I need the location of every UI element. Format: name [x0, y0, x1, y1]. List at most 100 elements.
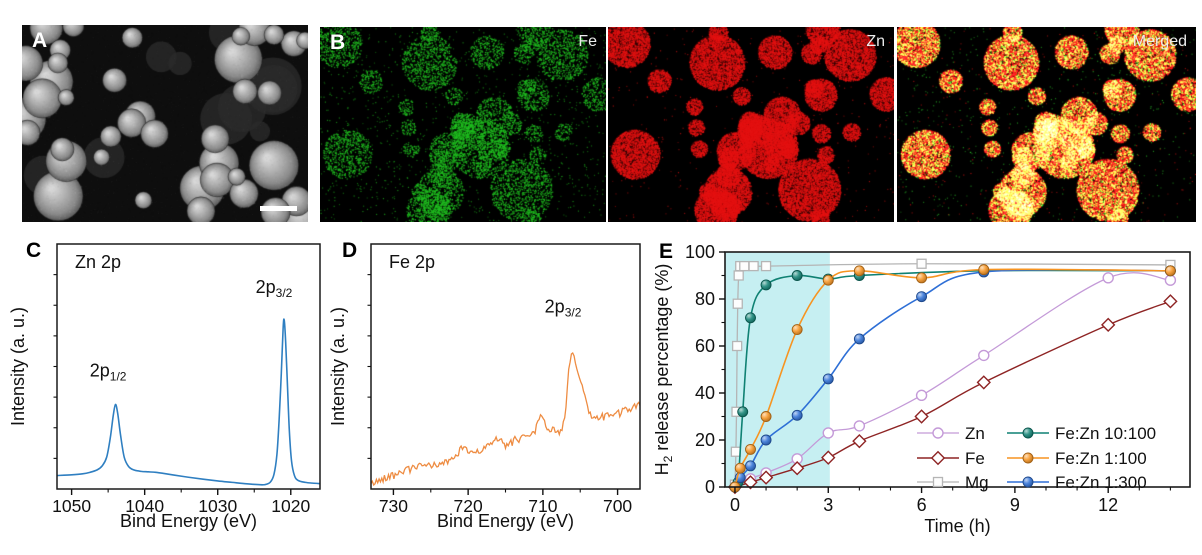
y-tick-label: 100 [685, 242, 715, 262]
shaded-region [725, 252, 830, 487]
x-tick-label: 12 [1098, 495, 1118, 515]
data-point [748, 260, 759, 272]
data-point [978, 264, 990, 276]
data-point [852, 433, 867, 449]
data-point [1101, 317, 1116, 333]
x-tick-label: 700 [603, 496, 632, 516]
sem-image [22, 25, 308, 222]
data-point [789, 461, 805, 476]
data-point [916, 258, 927, 269]
x-tick-label: 710 [528, 496, 557, 516]
data-point [978, 349, 990, 362]
spectrum-title: Fe 2p [389, 252, 435, 272]
data-point [976, 375, 991, 390]
data-point [745, 312, 756, 324]
x-tick-label: 0 [730, 495, 740, 515]
eds-panel-merged: Merged [897, 27, 1196, 222]
data-point [1022, 476, 1034, 488]
data-point [739, 260, 750, 272]
data-point [915, 389, 928, 402]
panel-label-e: E [659, 240, 674, 263]
map-label-zn: Zn [866, 33, 885, 50]
data-point [853, 333, 865, 345]
panel-label-d: D [342, 239, 358, 262]
y-axis-label: H2 release percentage (%) [655, 264, 675, 476]
data-point [1164, 265, 1176, 277]
x-tick-label: 6 [917, 495, 927, 515]
x-axis-label: Bind Energy (eV) [120, 511, 257, 531]
x-tick-label: 720 [454, 496, 483, 516]
data-point [853, 420, 866, 432]
data-point [916, 272, 928, 284]
legend-label: Fe [965, 449, 985, 468]
eds-map-fe [320, 27, 606, 222]
data-point [760, 411, 772, 422]
data-point [1163, 294, 1178, 309]
legend-label: Mg [965, 473, 989, 492]
x-tick-label: 3 [823, 495, 833, 515]
x-tick-label: 9 [1010, 495, 1020, 515]
eds-map-zn [608, 27, 894, 222]
data-point [791, 324, 803, 336]
x-tick-label: 1020 [271, 496, 310, 516]
y-tick-label: 20 [695, 430, 715, 450]
data-point [1102, 272, 1114, 284]
x-tick-label: 1030 [198, 496, 237, 516]
data-point [733, 270, 744, 281]
y-tick-label: 40 [695, 383, 715, 403]
peak-annotation: 2p1/2 [90, 360, 127, 383]
x-tick-label: 1050 [52, 496, 91, 516]
panel-label-a: A [32, 29, 48, 52]
eds-panel-fe: B Fe [320, 27, 606, 222]
eds-map-merged [897, 27, 1196, 222]
data-point [822, 373, 834, 385]
data-point [932, 427, 944, 439]
legend-label: Fe:Zn 10:100 [1055, 424, 1156, 443]
panel-label-b: B [330, 31, 346, 54]
plot-frame [370, 243, 641, 490]
h2-release-chart: 0 3 6 9 12 0 20 40 60 80 100 Time (h) H2 release per… [655, 242, 1191, 536]
data-point [914, 409, 929, 424]
spectrum-curve [370, 351, 641, 487]
peak-annotation: 2p3/2 [256, 277, 293, 300]
data-point [930, 450, 946, 466]
data-point [822, 274, 834, 286]
legend-label: Zn [965, 424, 985, 443]
x-axis-label: Bind Energy (eV) [437, 511, 574, 531]
data-point [916, 291, 928, 303]
map-label-fe: Fe [578, 33, 597, 50]
data-point [853, 265, 865, 277]
data-point [743, 475, 758, 490]
xps-chart-fe2p: 730 720 710 700 Bind Energy (eV) Intensity (a… [330, 243, 641, 531]
legend-label: Fe:Zn 1:100 [1055, 449, 1147, 468]
data-point [745, 443, 756, 455]
data-point [737, 406, 749, 418]
data-point [1022, 427, 1034, 439]
x-tick-label: 730 [379, 496, 408, 516]
data-point [791, 409, 803, 421]
data-point [932, 476, 944, 488]
panel-label-c: C [26, 239, 42, 262]
x-tick-label: 1040 [125, 496, 164, 516]
data-point [758, 470, 774, 485]
sem-panel: A [22, 25, 308, 222]
data-point [822, 427, 834, 439]
data-point [732, 298, 743, 309]
data-point [791, 270, 803, 281]
data-point [1022, 452, 1034, 464]
y-tick-label: 80 [695, 289, 715, 309]
eds-panel-zn: Zn [608, 27, 894, 222]
xps-chart-zn2p: 1050 1040 1030 1020 Bind Energy (eV) Intensit… [10, 243, 321, 531]
data-point [760, 260, 772, 272]
y-axis-label: Intensity (a. u.) [10, 307, 28, 426]
y-tick-label: 0 [705, 477, 715, 497]
y-axis-label: Intensity (a. u.) [330, 307, 348, 426]
peak-annotation: 2p3/2 [545, 297, 582, 320]
data-point [734, 462, 746, 474]
data-point [745, 460, 756, 472]
spectrum-curve [56, 318, 321, 486]
data-point [760, 279, 772, 291]
scale-bar [260, 206, 297, 211]
legend-label: Fe:Zn 1:300 [1055, 473, 1147, 492]
